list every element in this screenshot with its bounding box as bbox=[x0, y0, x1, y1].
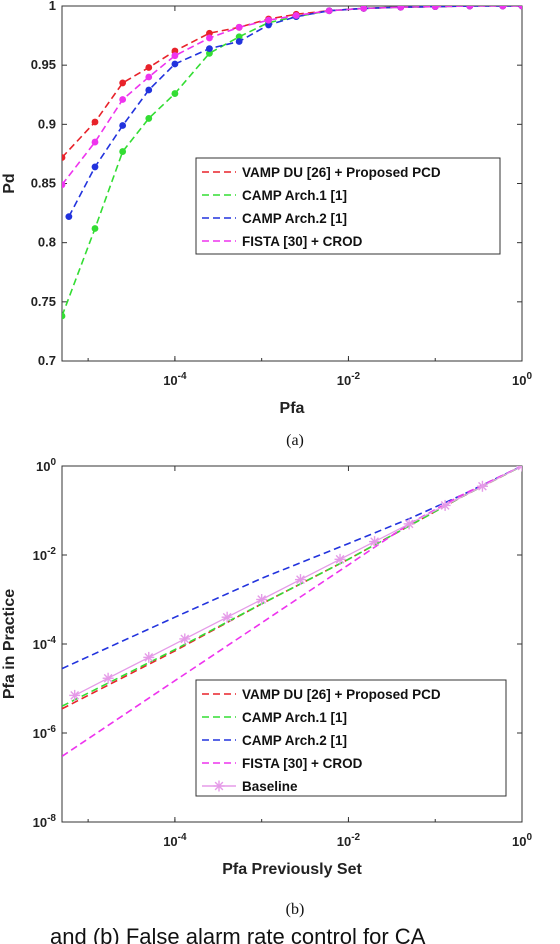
legend-label: CAMP Arch.1 [1] bbox=[242, 710, 347, 725]
legend-label: VAMP DU [26] + Proposed PCD bbox=[242, 165, 441, 180]
series-group bbox=[62, 6, 522, 320]
x-axis-label: Pfa bbox=[280, 400, 305, 417]
data-point bbox=[206, 45, 213, 52]
data-point bbox=[65, 213, 73, 221]
data-point bbox=[206, 49, 213, 57]
data-point bbox=[171, 90, 179, 97]
data-point bbox=[206, 34, 213, 42]
data-point bbox=[62, 312, 66, 320]
y-tick-label: 0.7 bbox=[38, 353, 56, 368]
legend-label: FISTA [30] + CROD bbox=[242, 756, 363, 771]
y-tick-label: 10-4 bbox=[33, 635, 57, 652]
asterisk-marker bbox=[369, 536, 381, 548]
legend: VAMP DU [26] + Proposed PCD CAMP Arch.1 [… bbox=[195, 157, 501, 255]
data-point bbox=[119, 79, 127, 87]
legend-label: CAMP Arch.1 [1] bbox=[242, 188, 347, 203]
data-point bbox=[119, 148, 127, 155]
data-point bbox=[499, 6, 507, 10]
y-tick-label: 0.8 bbox=[38, 235, 56, 250]
legend: VAMP DU [26] + Proposed PCD CAMP Arch.1 [… bbox=[195, 679, 507, 797]
asterisk-marker bbox=[256, 594, 268, 605]
series-group bbox=[62, 466, 522, 757]
series-line-2 bbox=[68, 6, 522, 217]
x-tick-label: 10-2 bbox=[337, 832, 361, 849]
data-point bbox=[145, 73, 153, 81]
x-tick-label: 10-2 bbox=[337, 371, 361, 388]
data-point bbox=[397, 6, 405, 11]
asterisk-marker bbox=[516, 466, 522, 472]
y-tick-label: 0.75 bbox=[31, 294, 56, 309]
x-tick-label: 10-4 bbox=[163, 371, 187, 388]
y-tick-label: 10-8 bbox=[33, 813, 57, 830]
data-point bbox=[91, 163, 99, 171]
asterisk-marker bbox=[403, 518, 415, 530]
data-point bbox=[171, 52, 179, 60]
data-point bbox=[325, 7, 333, 15]
legend-label: CAMP Arch.2 [1] bbox=[242, 733, 347, 748]
data-point bbox=[91, 225, 99, 232]
chart-b-caption: (b) bbox=[286, 901, 305, 918]
bottom-text: and (b) False alarm rate control for CA bbox=[50, 924, 426, 944]
x-tick-label: 100 bbox=[512, 371, 532, 388]
data-point bbox=[431, 6, 439, 10]
data-point bbox=[145, 64, 153, 71]
data-point bbox=[360, 6, 368, 12]
y-tick-label: 10-6 bbox=[33, 724, 57, 741]
chart-b: 10-4 10-2 100 10-8 10-6 10-4 10-2 100 Pfa Previo… bbox=[1, 457, 532, 878]
series-line-3 bbox=[62, 466, 522, 757]
data-point bbox=[119, 122, 127, 129]
data-point bbox=[206, 29, 213, 37]
y-tick-label: 0.85 bbox=[31, 176, 56, 191]
legend-label: Baseline bbox=[242, 779, 298, 794]
data-point bbox=[119, 96, 127, 103]
data-point bbox=[518, 6, 522, 10]
y-tick-label: 100 bbox=[36, 457, 56, 474]
y-tick-label: 0.9 bbox=[38, 116, 56, 131]
legend-label: FISTA [30] + CROD bbox=[242, 234, 363, 249]
series-line-3 bbox=[62, 6, 522, 186]
data-point bbox=[145, 115, 153, 122]
data-point bbox=[62, 154, 66, 161]
asterisk-marker bbox=[334, 553, 346, 565]
chart-a-caption: (a) bbox=[286, 432, 304, 449]
asterisk-marker bbox=[102, 672, 114, 684]
data-point bbox=[466, 6, 474, 10]
data-point bbox=[91, 118, 99, 126]
data-point bbox=[145, 86, 153, 94]
x-tick-label: 10-4 bbox=[163, 832, 187, 849]
asterisk-marker bbox=[143, 651, 155, 663]
data-point bbox=[171, 60, 179, 68]
data-point bbox=[235, 38, 243, 45]
asterisk-marker bbox=[221, 611, 233, 623]
y-tick-label: 1 bbox=[49, 0, 56, 13]
legend-label: VAMP DU [26] + Proposed PCD bbox=[242, 687, 441, 702]
asterisk-marker bbox=[439, 499, 451, 511]
asterisk-marker bbox=[476, 480, 488, 492]
y-axis-label: Pfa in Practice bbox=[1, 589, 18, 699]
chart-a: 10-4 10-2 100 0.7 0.75 0.8 0.85 0.9 0.95 1 Pfa Pd VA… bbox=[1, 0, 532, 417]
asterisk-marker bbox=[179, 633, 191, 645]
asterisk-marker bbox=[294, 574, 306, 586]
data-point bbox=[265, 16, 272, 24]
y-tick-label: 10-2 bbox=[33, 546, 57, 563]
data-point bbox=[265, 21, 272, 29]
data-point bbox=[235, 23, 243, 31]
legend-box bbox=[195, 679, 507, 797]
y-axis-label: Pd bbox=[1, 173, 18, 193]
data-point bbox=[292, 12, 300, 19]
data-point bbox=[91, 138, 99, 146]
asterisk-marker bbox=[213, 780, 225, 792]
series-line-1 bbox=[62, 6, 522, 317]
series-line-1 bbox=[62, 466, 522, 707]
data-point bbox=[171, 47, 179, 55]
data-point bbox=[62, 181, 66, 189]
x-tick-label: 100 bbox=[512, 832, 532, 849]
legend-label: CAMP Arch.2 [1] bbox=[242, 211, 347, 226]
legend-box bbox=[195, 157, 501, 255]
asterisk-marker bbox=[69, 689, 81, 701]
data-point bbox=[235, 33, 243, 41]
x-axis-label: Pfa Previously Set bbox=[222, 861, 362, 878]
y-tick-label: 0.95 bbox=[31, 57, 56, 72]
